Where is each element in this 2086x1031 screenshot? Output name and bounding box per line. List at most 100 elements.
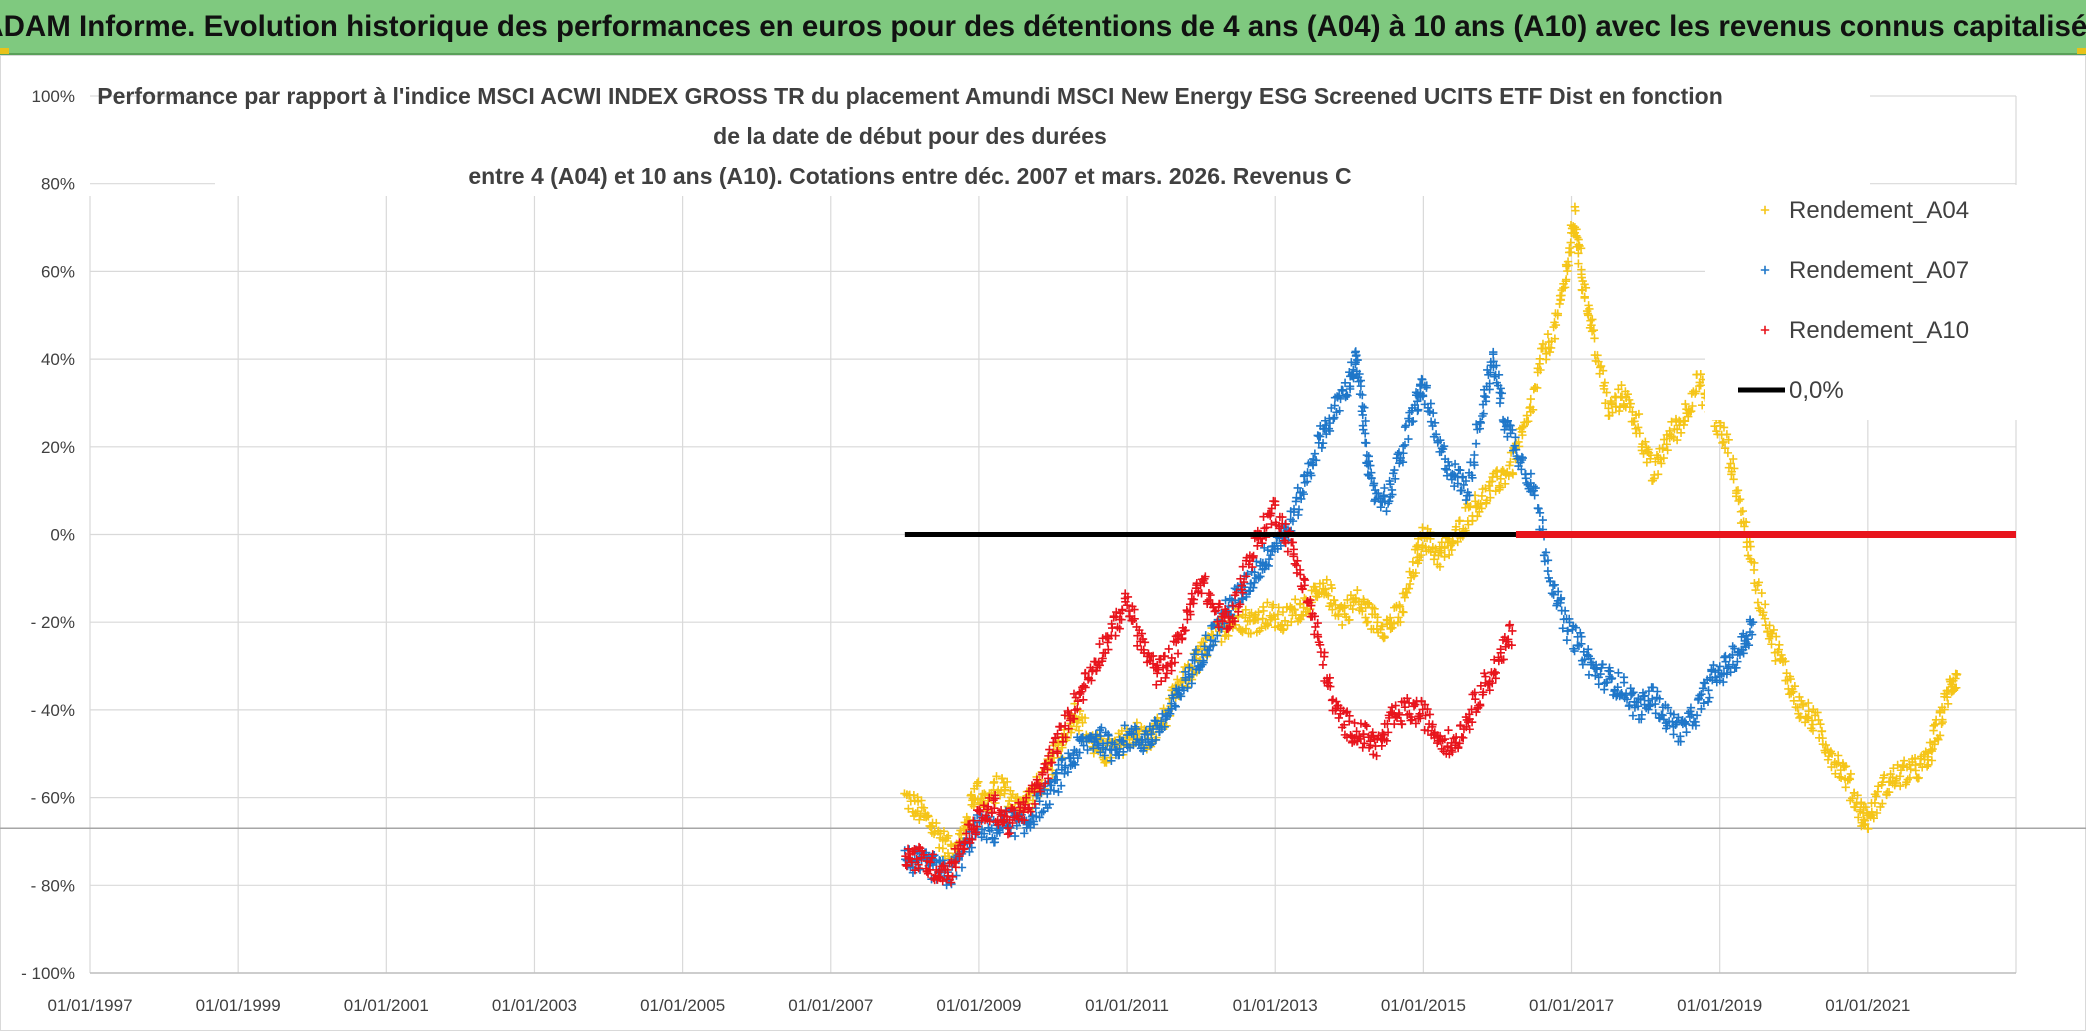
data-point: [1241, 572, 1251, 581]
x-tick-label: 01/01/2001: [344, 996, 429, 1015]
data-point: [1582, 650, 1592, 659]
data-point: [1633, 702, 1643, 711]
data-point: [1691, 721, 1701, 730]
data-point: [1293, 483, 1302, 493]
data-point: [1879, 771, 1889, 780]
data-point: [1368, 728, 1377, 737]
data-point: [1719, 677, 1728, 687]
data-point: [1372, 751, 1381, 761]
data-point: [1401, 421, 1411, 430]
data-point: [1538, 515, 1547, 525]
data-point: [1222, 607, 1231, 617]
data-point: [1418, 375, 1427, 384]
data-point: [1361, 720, 1370, 729]
data-point: [1688, 401, 1697, 411]
data-point: [1079, 741, 1088, 750]
data-point: [1760, 600, 1770, 609]
data-point: [946, 878, 956, 887]
data-point: [1440, 542, 1449, 552]
data-point: [1696, 381, 1705, 390]
data-point: [1353, 586, 1362, 595]
data-point: [1170, 658, 1180, 667]
data-point: [1789, 696, 1799, 705]
data-point: [919, 850, 928, 860]
data-point: [1653, 687, 1662, 696]
data-point: [1366, 737, 1375, 746]
data-point: [1053, 729, 1062, 738]
data-point: [1680, 417, 1690, 426]
x-tick-label: 01/01/2017: [1529, 996, 1614, 1015]
data-point: [1162, 669, 1172, 678]
data-point: [943, 865, 952, 875]
data-point: [1283, 547, 1293, 556]
data-point: [1767, 640, 1776, 649]
data-point: [1363, 617, 1372, 626]
data-point: [1278, 607, 1288, 617]
data-point: [1507, 640, 1516, 650]
data-point: [1154, 665, 1163, 674]
data-point: [1397, 720, 1407, 729]
data-point: [1759, 608, 1768, 617]
data-point: [1338, 386, 1348, 395]
data-point: [1553, 309, 1563, 318]
data-point: [1339, 720, 1349, 730]
data-point: [1358, 410, 1367, 420]
data-point: [1840, 762, 1849, 772]
data-point: [1532, 383, 1542, 393]
data-point: [1617, 381, 1626, 390]
data-point: [1411, 719, 1421, 728]
data-point: [1379, 730, 1388, 739]
data-point: [1095, 639, 1104, 649]
data-point: [1703, 697, 1713, 707]
data-point: [1523, 417, 1533, 426]
data-point: [1364, 456, 1373, 466]
data-point: [1403, 694, 1412, 703]
data-point: [1076, 687, 1086, 696]
data-point: [996, 810, 1005, 819]
data-point: [1667, 432, 1676, 441]
data-point: [969, 816, 978, 825]
data-point: [1626, 399, 1635, 408]
data-point: [1482, 499, 1491, 508]
data-point: [1449, 470, 1459, 480]
data-point: [1486, 368, 1495, 377]
data-point: [1387, 485, 1397, 495]
data-point: [1646, 700, 1655, 710]
data-point: [1444, 725, 1453, 735]
data-point: [1081, 668, 1090, 678]
data-point: [1214, 623, 1224, 632]
data-point: [1859, 815, 1868, 824]
data-point: [1014, 798, 1023, 808]
data-point: [1781, 657, 1790, 666]
chart-title-layer: Performance par rapport à l'indice MSCI …: [97, 72, 1870, 196]
data-point: [1117, 726, 1126, 736]
data-point: [1073, 716, 1082, 725]
data-point: [1732, 663, 1741, 672]
data-point: [1558, 624, 1568, 633]
data-point: [1681, 399, 1690, 409]
data-point: [938, 844, 948, 853]
data-point: [1833, 751, 1843, 760]
data-point: [1030, 799, 1040, 809]
y-tick-label: 100%: [32, 87, 75, 106]
data-point: [1436, 435, 1445, 445]
data-point: [1398, 458, 1408, 467]
data-point: [1577, 639, 1586, 648]
data-point: [1598, 366, 1608, 375]
x-tick-label: 01/01/2015: [1381, 996, 1466, 1015]
data-point: [1845, 775, 1855, 784]
data-point: [1081, 683, 1090, 692]
data-point: [1927, 756, 1937, 765]
data-point: [1606, 667, 1615, 676]
data-point: [1201, 572, 1210, 581]
data-point: [1362, 722, 1371, 731]
data-point: [1563, 257, 1573, 266]
data-point: [1325, 426, 1335, 436]
data-point: [1358, 390, 1367, 400]
data-point: [960, 844, 969, 853]
data-point: [1325, 673, 1334, 683]
data-point: [1588, 315, 1597, 324]
data-point: [1511, 433, 1520, 442]
data-point: [971, 830, 980, 839]
data-point: [1355, 369, 1364, 379]
